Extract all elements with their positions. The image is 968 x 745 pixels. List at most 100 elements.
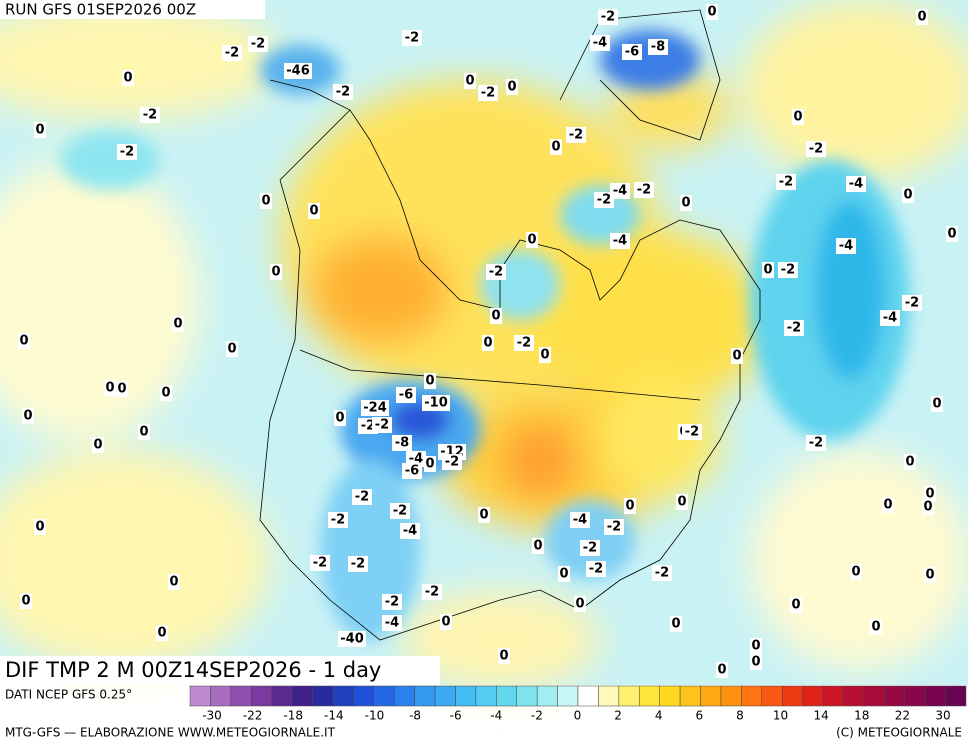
label-bg <box>622 44 642 60</box>
colorbar-label: -4 <box>490 709 502 723</box>
label-bg <box>270 264 282 280</box>
label-bg <box>676 494 688 510</box>
label-bg <box>382 594 402 610</box>
colorbar-label: -22 <box>243 709 263 723</box>
label-bg <box>922 499 934 515</box>
label-bg <box>570 512 590 528</box>
colorbar-box <box>802 685 824 707</box>
colorbar-label: -8 <box>409 709 421 723</box>
colorbar-label: 18 <box>854 709 869 723</box>
contour-label: 0 <box>925 568 934 583</box>
contour-label: 0 <box>157 626 166 641</box>
colorbar-label: 0 <box>574 709 582 723</box>
label-bg <box>506 79 518 95</box>
colorbar-label: -2 <box>531 709 543 723</box>
colorbar-box <box>210 685 232 707</box>
colorbar-label: 6 <box>696 709 704 723</box>
label-bg <box>902 187 914 203</box>
label-bg <box>680 195 692 211</box>
contour-label: 0 <box>903 188 912 203</box>
colorbar-box <box>904 685 926 707</box>
contour-label: -2 <box>597 193 611 208</box>
colorbar-box <box>475 685 497 707</box>
label-bg <box>648 39 668 55</box>
contour-label: 0 <box>625 499 634 514</box>
contour-label: -4 <box>883 311 897 326</box>
label-bg <box>784 320 804 336</box>
colorbar-label: -18 <box>283 709 303 723</box>
label-bg <box>478 85 498 101</box>
colorbar-box <box>332 685 354 707</box>
colorbar-label: 14 <box>814 709 829 723</box>
label-bg <box>652 565 672 581</box>
label-bg <box>22 408 34 424</box>
contour-label: 0 <box>677 495 686 510</box>
colorbar-label: -10 <box>365 709 385 723</box>
label-bg <box>790 597 802 613</box>
contour-label: -2 <box>375 418 389 433</box>
colorbar-box <box>251 685 272 707</box>
colorbar-box <box>189 685 211 707</box>
colorbar-label: -30 <box>202 709 222 723</box>
contour-label: -2 <box>393 504 407 519</box>
label-bg <box>284 63 312 79</box>
label-bg <box>490 308 502 324</box>
colorbar-box <box>659 685 681 707</box>
label-bg <box>550 139 562 155</box>
label-bg <box>140 107 160 123</box>
label-bg <box>168 574 180 590</box>
contour-label: 0 <box>227 342 236 357</box>
label-bg <box>382 615 402 631</box>
label-bg <box>352 489 372 505</box>
contour-label: 0 <box>425 457 434 472</box>
label-bg <box>361 400 389 416</box>
colorbar-box <box>557 685 579 707</box>
label-bg <box>422 395 450 411</box>
contour-label: -2 <box>445 455 459 470</box>
label-bg <box>104 380 116 396</box>
contour-label: -2 <box>601 10 615 25</box>
label-bg <box>338 631 366 647</box>
label-bg <box>514 335 534 351</box>
label-bg <box>716 662 728 678</box>
label-bg <box>882 497 894 513</box>
contour-label: -8 <box>651 40 665 55</box>
label-bg <box>850 564 862 580</box>
contour-label: 0 <box>947 227 956 242</box>
label-bg <box>624 498 636 514</box>
label-bg <box>20 593 32 609</box>
label-bg <box>442 454 462 470</box>
label-bg <box>334 410 346 426</box>
contour-label: 0 <box>923 500 932 515</box>
colorbar-box <box>393 685 415 707</box>
contour-label: 0 <box>465 74 474 89</box>
label-bg <box>478 507 490 523</box>
label-bg <box>590 35 610 51</box>
contour-label: -24 <box>363 401 387 416</box>
colorbar-label: 8 <box>736 709 744 723</box>
colorbar-box <box>577 685 599 707</box>
contour-label: 0 <box>793 110 802 125</box>
label-bg <box>390 503 410 519</box>
contour-label: -2 <box>569 128 583 143</box>
contour-label: -4 <box>839 239 853 254</box>
label-bg <box>904 454 916 470</box>
label-bg <box>806 141 826 157</box>
contour-label: -8 <box>395 436 409 451</box>
label-bg <box>310 555 330 571</box>
label-bg <box>604 519 624 535</box>
label-bg <box>682 424 702 440</box>
contour-label: 0 <box>173 317 182 332</box>
contour-label: -10 <box>424 396 448 411</box>
map-field <box>0 0 968 690</box>
colorbar-box <box>781 685 803 707</box>
label-bg <box>122 70 134 86</box>
label-bg <box>806 435 826 451</box>
label-bg <box>670 616 682 632</box>
contour-label: 0 <box>161 386 170 401</box>
colorbar-box <box>639 685 660 707</box>
label-bg <box>402 30 422 46</box>
label-bg <box>498 648 510 664</box>
copyright-text: (C) METEOGIORNALE <box>836 726 962 740</box>
colorbar-box <box>761 685 783 707</box>
